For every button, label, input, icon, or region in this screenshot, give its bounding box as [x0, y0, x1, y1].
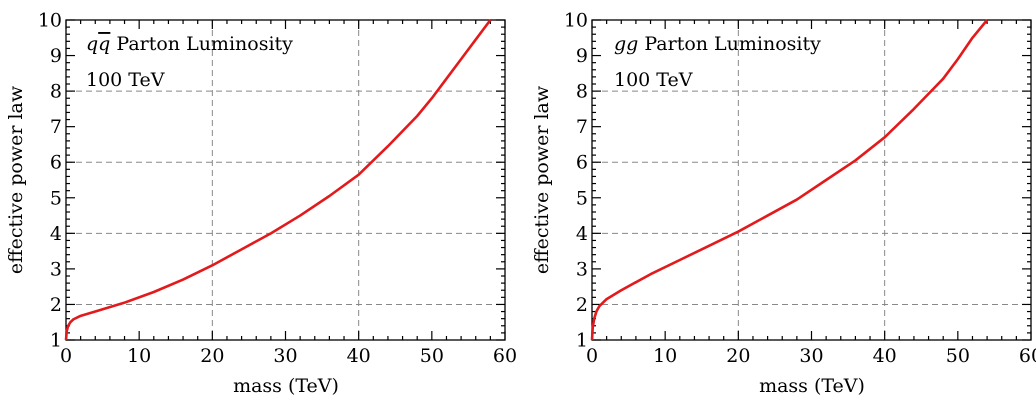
right-ytick-label-1: 1 — [576, 330, 588, 352]
right-title-gg: gg — [614, 33, 638, 55]
right-ticks — [591, 19, 1032, 341]
right-ytick-label-2: 2 — [576, 294, 588, 316]
right-ytick-label-5: 5 — [576, 187, 588, 209]
left-ytick-label-2: 2 — [50, 294, 62, 316]
left-ytick-label-6: 6 — [50, 152, 62, 174]
left-ytick-label-10: 10 — [38, 10, 62, 32]
left-x-axis-label: mass (TeV) — [233, 375, 339, 397]
right-xtick-label-0: 0 — [586, 345, 598, 367]
right-xtick-label-40: 40 — [873, 345, 897, 367]
right-title-annotation: gg Parton Luminosity — [614, 33, 821, 55]
left-ytick-label-4: 4 — [50, 223, 62, 245]
left-xtick-label-60: 60 — [493, 345, 517, 367]
right-title-text: Parton Luminosity — [638, 33, 821, 55]
right-xtick-label-30: 30 — [799, 345, 823, 367]
left-chart-panel: 0 10 20 30 40 50 60 1 2 3 4 5 6 7 8 9 10 qq Parton Lumin… — [5, 10, 517, 398]
left-title-text: Parton Luminosity — [110, 33, 293, 55]
left-xtick-label-20: 20 — [200, 345, 224, 367]
left-ytick-label-8: 8 — [50, 81, 62, 103]
left-tick-labels: 0 10 20 30 40 50 60 1 2 3 4 5 6 7 8 9 10 — [38, 10, 517, 368]
left-xtick-label-10: 10 — [127, 345, 151, 367]
right-ytick-label-3: 3 — [576, 258, 588, 280]
right-energy-annotation: 100 TeV — [614, 69, 693, 91]
left-ytick-label-9: 9 — [50, 45, 62, 67]
right-x-axis-label: mass (TeV) — [759, 375, 865, 397]
left-ytick-label-5: 5 — [50, 187, 62, 209]
right-ytick-label-8: 8 — [576, 81, 588, 103]
right-plot-frame — [591, 19, 1032, 341]
right-grid — [592, 20, 1031, 340]
right-xtick-label-10: 10 — [653, 345, 677, 367]
left-y-axis-label: effective power law — [5, 85, 27, 274]
left-plot-frame — [65, 19, 506, 341]
right-ytick-label-6: 6 — [576, 152, 588, 174]
left-title-q: q — [86, 33, 98, 55]
left-xtick-label-50: 50 — [420, 345, 444, 367]
left-ticks — [65, 19, 506, 341]
left-energy-annotation: 100 TeV — [86, 69, 165, 91]
right-ytick-label-10: 10 — [564, 10, 588, 32]
left-series-line — [64, 19, 492, 341]
right-chart-panel: 0 10 20 30 40 50 60 1 2 3 4 5 6 7 8 9 10 gg Parton Lumin… — [531, 10, 1036, 398]
right-tick-labels: 0 10 20 30 40 50 60 1 2 3 4 5 6 7 8 9 10 — [564, 10, 1036, 368]
right-xtick-label-60: 60 — [1019, 345, 1036, 367]
right-ytick-label-4: 4 — [576, 223, 588, 245]
left-xtick-label-40: 40 — [347, 345, 371, 367]
right-series-line — [590, 19, 989, 341]
left-xtick-label-0: 0 — [60, 345, 72, 367]
left-title-qbar: q — [98, 33, 110, 55]
right-xtick-label-20: 20 — [726, 345, 750, 367]
left-title-annotation: qq Parton Luminosity — [86, 33, 293, 55]
left-ytick-label-7: 7 — [50, 116, 62, 138]
right-xtick-label-50: 50 — [946, 345, 970, 367]
left-grid — [66, 20, 505, 340]
right-ytick-label-7: 7 — [576, 116, 588, 138]
left-ytick-label-1: 1 — [50, 330, 62, 352]
right-ytick-label-9: 9 — [576, 45, 588, 67]
left-ytick-label-3: 3 — [50, 258, 62, 280]
right-y-axis-label: effective power law — [531, 85, 553, 274]
left-xtick-label-30: 30 — [273, 345, 297, 367]
